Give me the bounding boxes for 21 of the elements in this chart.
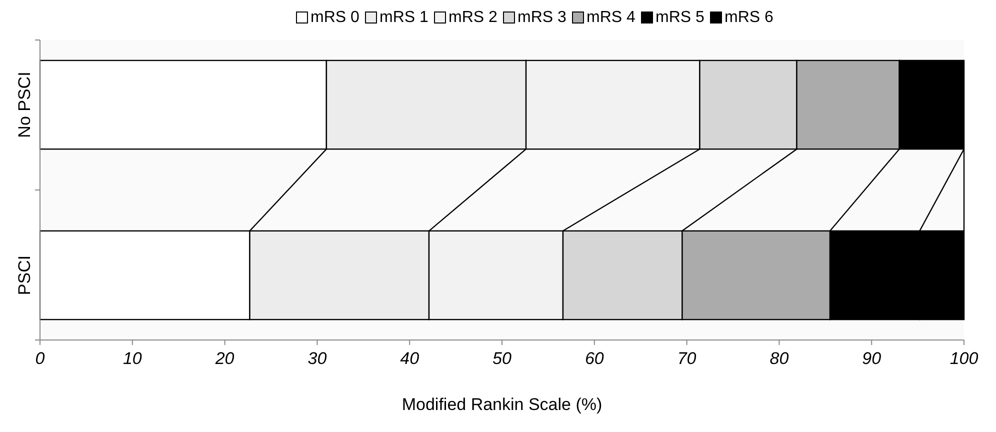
legend-label: mRS 2 bbox=[448, 9, 498, 26]
legend-label: mRS 4 bbox=[586, 9, 636, 26]
y-tick-label: No PSCI bbox=[15, 72, 34, 138]
y-tick-label: PSCI bbox=[15, 255, 34, 296]
x-tick-label: 100 bbox=[950, 349, 979, 368]
legend-label: mRS 3 bbox=[518, 9, 566, 26]
x-tick-label: 30 bbox=[308, 349, 328, 368]
legend-label: mRS 6 bbox=[724, 9, 774, 26]
legend-label: mRS 1 bbox=[380, 9, 428, 26]
x-tick-label: 90 bbox=[862, 349, 882, 368]
x-axis-title: Modified Rankin Scale (%) bbox=[402, 395, 602, 414]
x-tick-label: 50 bbox=[492, 349, 512, 368]
x-tick-label: 60 bbox=[584, 349, 604, 368]
x-tick-label: 0 bbox=[35, 349, 46, 368]
legend-label: mRS 5 bbox=[656, 9, 704, 26]
x-tick-label: 80 bbox=[770, 349, 790, 368]
x-tick-label: 20 bbox=[214, 349, 235, 368]
x-tick-label: 70 bbox=[677, 349, 697, 368]
x-tick-label: 40 bbox=[400, 349, 420, 368]
x-tick-label: 10 bbox=[122, 349, 142, 368]
legend-label: mRS 0 bbox=[310, 9, 360, 26]
